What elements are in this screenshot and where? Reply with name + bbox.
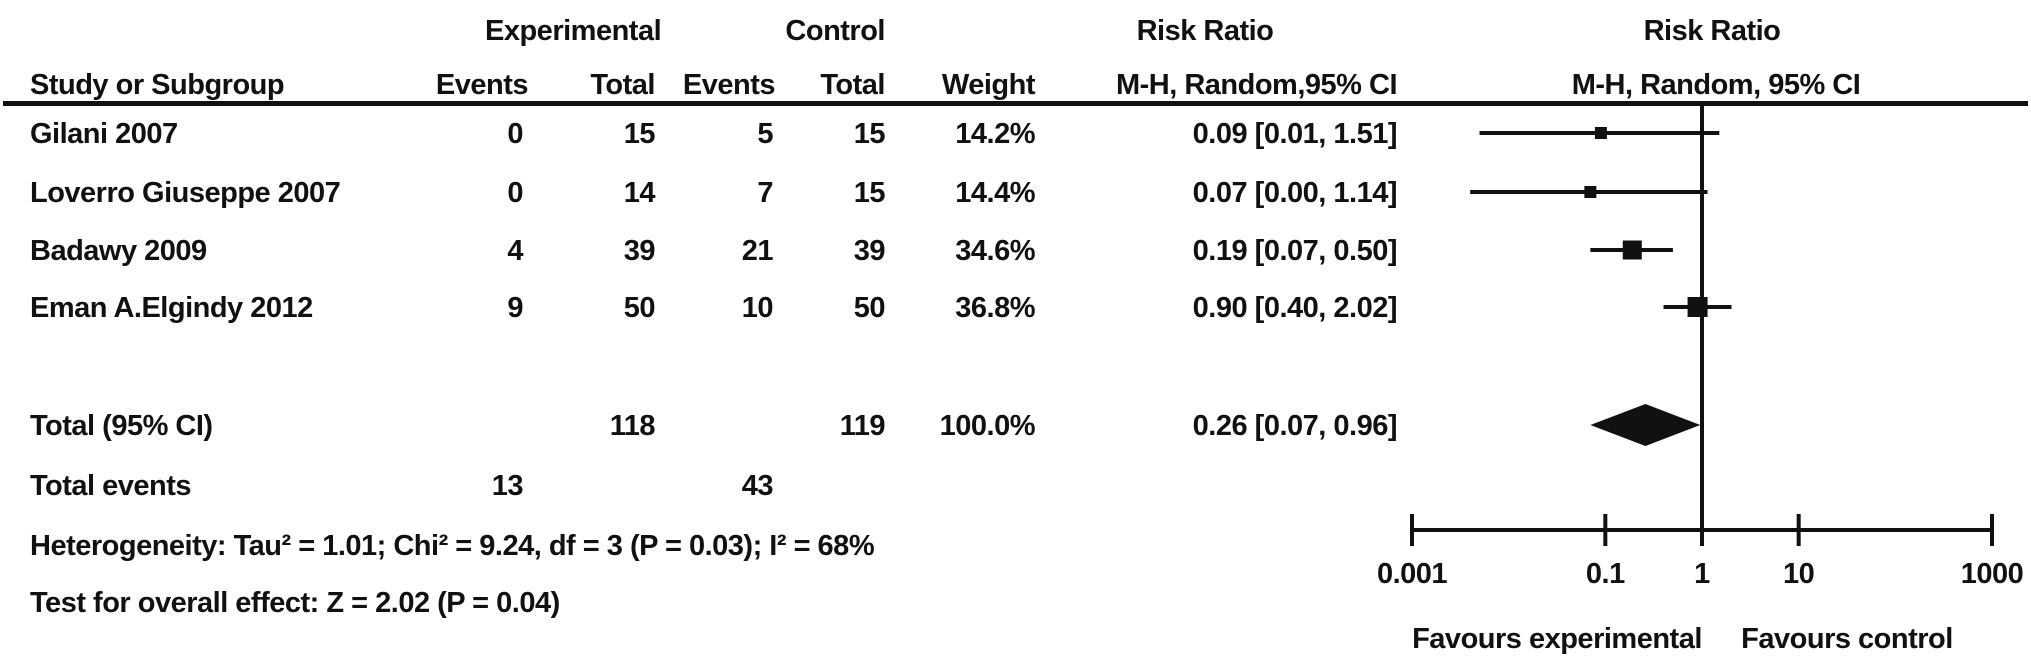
effect-marker bbox=[1622, 240, 1642, 260]
study-ctrl-total: 15 bbox=[853, 118, 886, 150]
total-weight: 100.0% bbox=[939, 410, 1036, 442]
total-exp-total: 118 bbox=[609, 410, 656, 442]
header-risk-ratio-right: Risk Ratio bbox=[1643, 15, 1781, 47]
study-ctrl-events: 21 bbox=[741, 235, 774, 267]
total-events-exp: 13 bbox=[491, 470, 524, 502]
study-ci-text: 0.09 [0.01, 1.51] bbox=[1192, 118, 1398, 150]
x-tick-label: 0.001 bbox=[1377, 558, 1447, 590]
study-ci-text: 0.07 [0.00, 1.14] bbox=[1192, 177, 1398, 209]
x-tick-label: 1000 bbox=[1961, 558, 2024, 590]
study-label: Eman A.Elgindy 2012 bbox=[30, 292, 313, 324]
study-weight: 14.4% bbox=[955, 177, 1035, 209]
study-ci-text: 0.90 [0.40, 2.02] bbox=[1192, 292, 1398, 324]
header-group-control: Control bbox=[785, 15, 885, 47]
effect-marker bbox=[1584, 186, 1597, 198]
total-events-label: Total events bbox=[30, 470, 192, 502]
header-risk-ratio-left: Risk Ratio bbox=[1136, 15, 1274, 47]
header-ctrl-events: Events bbox=[682, 69, 776, 101]
study-exp-events: 4 bbox=[507, 235, 523, 267]
header-exp-events: Events bbox=[435, 69, 529, 101]
x-tick-label: 1 bbox=[1694, 558, 1710, 590]
overall-effect-text: Test for overall effect: Z = 2.02 (P = 0… bbox=[30, 587, 560, 619]
pooled-diamond bbox=[1590, 404, 1701, 446]
study-ctrl-total: 39 bbox=[853, 235, 886, 267]
study-exp-total: 14 bbox=[623, 177, 656, 209]
study-weight: 34.6% bbox=[955, 235, 1035, 267]
study-exp-events: 0 bbox=[507, 177, 523, 209]
study-ci-text: 0.19 [0.07, 0.50] bbox=[1192, 235, 1398, 267]
total-label: Total (95% CI) bbox=[30, 410, 213, 442]
total-ctrl-total: 119 bbox=[839, 410, 886, 442]
study-exp-total: 39 bbox=[623, 235, 656, 267]
study-label: Badawy 2009 bbox=[30, 235, 207, 267]
header-method-left: M-H, Random,95% CI bbox=[1115, 69, 1398, 101]
study-exp-total: 15 bbox=[623, 118, 656, 150]
header-study: Study or Subgroup bbox=[30, 69, 285, 101]
favours-right-label: Favours control bbox=[1741, 623, 1953, 655]
study-ctrl-events: 10 bbox=[741, 292, 774, 324]
study-weight: 36.8% bbox=[955, 292, 1035, 324]
study-label: Loverro Giuseppe 2007 bbox=[30, 177, 341, 209]
study-weight: 14.2% bbox=[955, 118, 1035, 150]
study-exp-events: 0 bbox=[507, 118, 523, 150]
header-ctrl-total: Total bbox=[820, 69, 885, 101]
study-ctrl-total: 50 bbox=[853, 292, 886, 324]
effect-marker bbox=[1687, 297, 1708, 317]
favours-left-label: Favours experimental bbox=[1412, 623, 1702, 655]
header-exp-total: Total bbox=[590, 69, 655, 101]
study-ctrl-total: 15 bbox=[853, 177, 886, 209]
total-events-ctrl: 43 bbox=[741, 470, 774, 502]
effect-marker bbox=[1594, 127, 1607, 139]
total-ci-text: 0.26 [0.07, 0.96] bbox=[1192, 410, 1398, 442]
x-tick-label: 0.1 bbox=[1586, 558, 1625, 590]
study-ctrl-events: 7 bbox=[757, 177, 773, 209]
heterogeneity-text: Heterogeneity: Tau² = 1.01; Chi² = 9.24,… bbox=[30, 530, 875, 562]
study-ctrl-events: 5 bbox=[757, 118, 773, 150]
header-weight: Weight bbox=[941, 69, 1036, 101]
study-exp-events: 9 bbox=[507, 292, 523, 324]
x-tick-label: 10 bbox=[1783, 558, 1814, 590]
study-exp-total: 50 bbox=[623, 292, 656, 324]
header-group-experimental: Experimental bbox=[485, 15, 662, 47]
study-label: Gilani 2007 bbox=[30, 118, 178, 150]
header-method-right: M-H, Random, 95% CI bbox=[1571, 69, 1861, 101]
